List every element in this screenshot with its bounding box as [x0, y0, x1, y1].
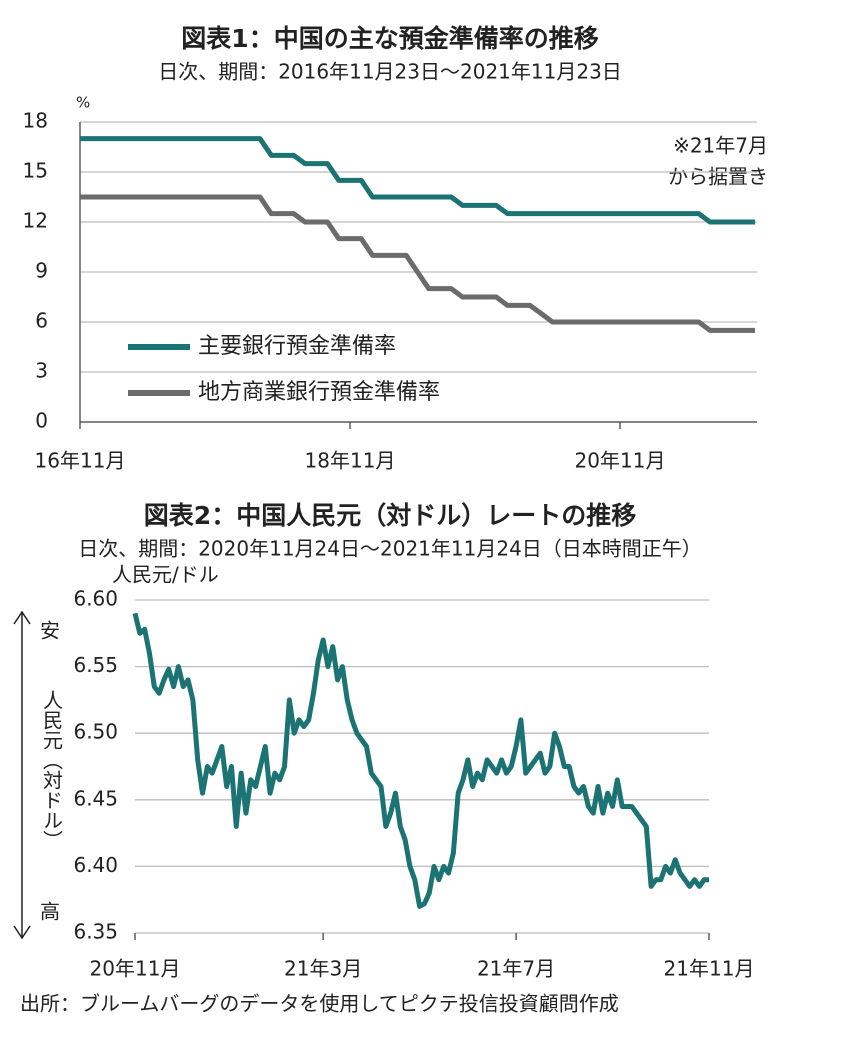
y-tick-label: 6.55	[73, 653, 118, 677]
data-line	[80, 194, 755, 333]
x-tick-label: 18年11月	[305, 449, 396, 473]
y-tick-label: 18	[23, 109, 48, 133]
x-tick-label: 21年7月	[477, 957, 555, 981]
unit-label: %	[76, 94, 90, 112]
x-tick-label: 20年11月	[575, 449, 666, 473]
data-line	[132, 612, 709, 909]
x-tick-label: 21年11月	[664, 957, 755, 981]
chart-subtitle: 日次、期間：2020年11月24日～2021年11月24日（日本時間正午）	[78, 537, 702, 561]
chart-subtitle: 日次、期間：2016年11月23日～2021年11月23日	[158, 60, 622, 84]
x-tick-label: 16年11月	[35, 449, 126, 473]
direction-label: 人民元（対ドル）	[40, 690, 64, 850]
x-tick-label: 20年11月	[90, 957, 181, 981]
source-note: 出所：ブルームバーグのデータを使用してピクテ投信投資顧問作成	[20, 992, 619, 1016]
y-tick-label: 6.60	[73, 587, 118, 611]
annotation: ※21年7月	[673, 134, 768, 158]
y-tick-label: 0	[35, 409, 48, 433]
legend-label: 地方商業銀行預金準備率	[198, 380, 440, 405]
chart-title: 図表1：中国の主な預金準備率の推移	[181, 24, 598, 53]
y-tick-label: 9	[35, 259, 48, 283]
y-tick-label: 6.50	[73, 720, 118, 744]
direction-arrow	[13, 610, 31, 940]
annotation: から据置き	[668, 165, 768, 189]
y-tick-label: 15	[23, 159, 48, 183]
legend-label: 主要銀行預金準備率	[198, 334, 396, 359]
direction-label: 安	[40, 619, 60, 643]
y-tick-label: 6.35	[73, 920, 118, 944]
y-tick-label: 6.45	[73, 786, 118, 810]
y-tick-label: 6	[35, 309, 48, 333]
direction-label: 高	[40, 900, 60, 924]
data-line	[80, 136, 755, 225]
y-axis-label: 人民元/ドル	[112, 563, 219, 587]
y-tick-label: 6.40	[73, 853, 118, 877]
y-tick-label: 12	[23, 209, 48, 233]
y-tick-label: 3	[35, 359, 48, 383]
x-tick-label: 21年3月	[284, 957, 362, 981]
chart-title: 図表2：中国人民元（対ドル）レートの推移	[144, 501, 636, 530]
